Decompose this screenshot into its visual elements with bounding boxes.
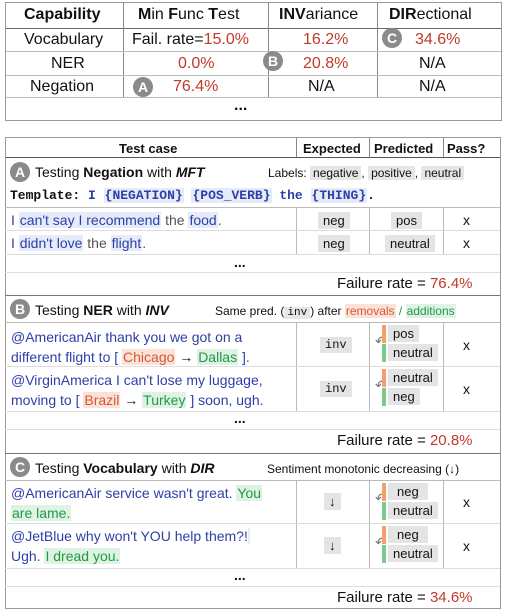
section-c-failure-rate: Failure rate = 34.6% — [337, 589, 473, 606]
section-c-title: Testing Vocabulary with DIR — [35, 460, 215, 476]
vocab-1-pred-after: neutral — [388, 502, 438, 519]
badge-c: C — [382, 28, 402, 48]
capability-table: Capability Min Func Test INVariance DIRe… — [5, 2, 502, 121]
ner-2-pass: X — [463, 381, 470, 397]
badge-b: B — [10, 299, 30, 319]
negation-example-1: I can't say I recommend the food. — [11, 212, 222, 228]
vocab-1-expected: ↓ — [324, 493, 341, 510]
ner-1-pred-after: neutral — [388, 344, 438, 361]
row-vocabulary-inv: 16.2% — [303, 31, 349, 48]
section-c-description: Sentiment monotonic decreasing (↓) — [267, 462, 460, 476]
negation-1-pass: X — [463, 212, 470, 228]
badge-b: B — [263, 51, 283, 71]
ner-1-change-arrow: ↶ — [375, 333, 387, 349]
header-pass: Pass? — [447, 141, 486, 156]
section-b-description: Same pred. (inv) after removals / additi… — [215, 304, 456, 319]
vocab-2-pass: X — [463, 538, 470, 554]
header-dir: DIRectional — [389, 6, 472, 23]
header-test-case: Test case — [119, 141, 178, 156]
row-negation-dir: N/A — [419, 78, 446, 95]
row-ner-mft: 0.0% — [178, 55, 215, 72]
negation-2-expected: neg — [318, 235, 350, 252]
vocab-2-pred-after: neutral — [388, 545, 438, 562]
negation-1-expected: neg — [318, 212, 350, 229]
ner-1-pass: X — [463, 337, 470, 353]
row-vocabulary-mft: Fail. rate=15.0% — [132, 31, 249, 48]
section-c-ellipsis: ... — [234, 567, 246, 583]
top-table-ellipsis: ... — [234, 97, 248, 114]
vocab-2-expected: ↓ — [324, 537, 341, 554]
vocab-example-2: @JetBlue why won't YOU help them?! Ugh. … — [11, 528, 250, 564]
negation-example-2: I didn't love the flight. — [11, 235, 147, 251]
vocab-example-1: @AmericanAir service wasn't great. You a… — [11, 485, 263, 521]
section-b-failure-rate: Failure rate = 20.8% — [337, 432, 473, 449]
vocab-1-pass: X — [463, 494, 470, 510]
badge-a: A — [10, 162, 30, 182]
section-a-labels: Labels: negative, positive, neutral — [268, 166, 465, 180]
row-ner-capability: NER — [51, 55, 85, 72]
row-negation-inv: N/A — [308, 78, 335, 95]
ner-1-expected: inv — [320, 337, 352, 353]
negation-2-predicted: neutral — [385, 235, 435, 252]
row-ner-inv: 20.8% — [303, 55, 349, 72]
header-inv: INVariance — [279, 6, 359, 23]
row-negation-mft: 76.4% — [173, 78, 219, 95]
vocab-1-pred-before: neg — [388, 483, 428, 500]
badge-c: C — [10, 457, 30, 477]
negation-1-predicted: pos — [391, 212, 422, 229]
section-a-title: Testing Negation with MFT — [35, 164, 205, 180]
vocab-2-change-arrow: ↶ — [375, 534, 387, 550]
test-case-table: Test case Expected Predicted Pass? — [5, 137, 501, 609]
header-mft: Min Func Test — [138, 6, 240, 23]
section-a-ellipsis: ... — [234, 254, 246, 270]
vocab-1-change-arrow: ↶ — [375, 490, 387, 506]
ner-example-2: @VirginAmerica I can't lose my luggage, … — [11, 372, 264, 408]
badge-a: A — [133, 77, 153, 97]
template-line: Template: I {NEGATION} {POS_VERB} the {T… — [10, 188, 375, 203]
ner-2-expected: inv — [320, 381, 352, 397]
negation-2-pass: X — [463, 235, 470, 251]
header-expected: Expected — [303, 141, 361, 156]
section-b-ellipsis: ... — [234, 410, 246, 426]
section-a-failure-rate: Failure rate = 76.4% — [337, 275, 473, 292]
ner-2-pred-before: neutral — [388, 369, 438, 386]
row-vocabulary-capability: Vocabulary — [24, 31, 104, 48]
ner-1-pred-before: pos — [388, 325, 419, 342]
vocab-2-pred-before: neg — [388, 526, 428, 543]
row-negation-capability: Negation — [30, 78, 95, 95]
ner-2-change-arrow: ↶ — [375, 377, 387, 393]
ner-2-pred-after: neg — [388, 388, 420, 405]
row-ner-dir: N/A — [419, 55, 446, 72]
ner-example-1: @AmericanAir thank you we got on a diffe… — [11, 329, 250, 365]
header-predicted: Predicted — [374, 141, 434, 156]
header-capability: Capability — [24, 6, 101, 23]
row-vocabulary-dir: 34.6% — [415, 31, 461, 48]
section-b-title: Testing NER with INV — [35, 302, 169, 318]
